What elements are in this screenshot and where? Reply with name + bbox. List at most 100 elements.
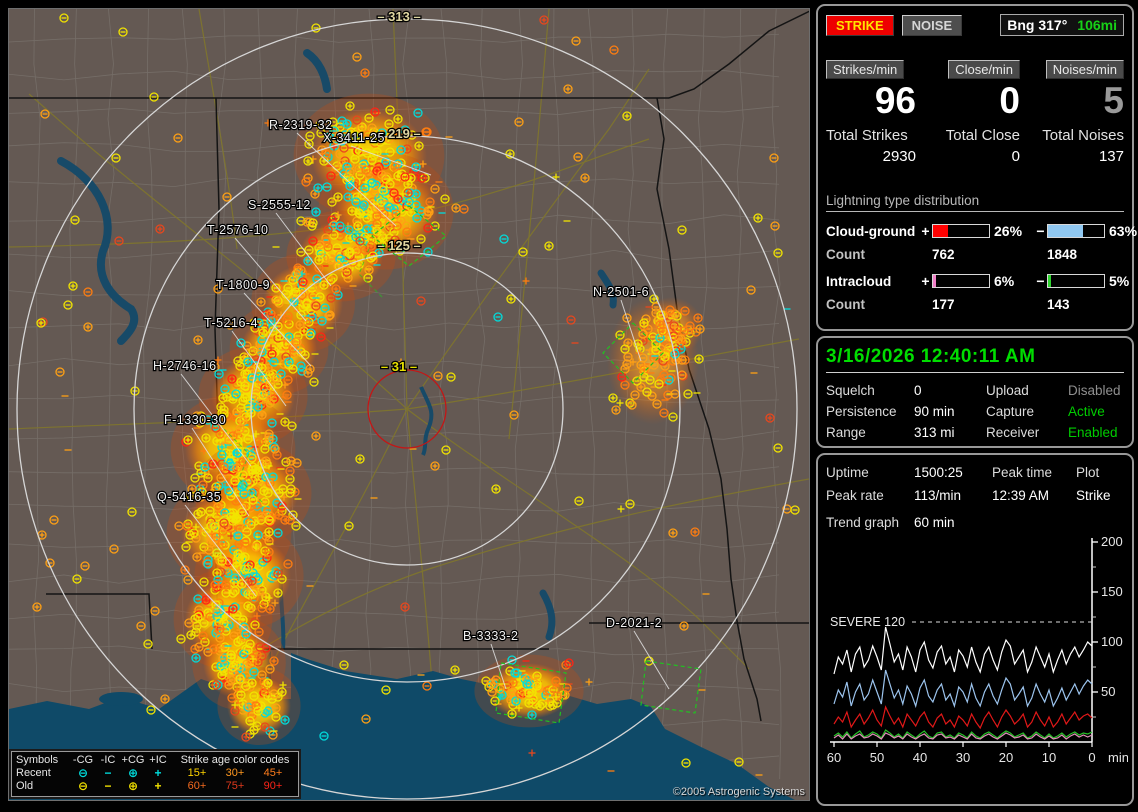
svg-text:150: 150 xyxy=(1101,584,1123,599)
total-noises-value: 137 xyxy=(1098,148,1124,165)
total-close-label: Total Close xyxy=(945,127,1020,144)
range-label: Range xyxy=(826,425,866,440)
legend-row-recent: Recent xyxy=(16,767,51,779)
uptime-value: 1500:25 xyxy=(914,465,963,480)
bearing-distance: 106mi xyxy=(1077,17,1117,33)
squelch-value: 0 xyxy=(914,383,922,398)
ic-plus-pct: 6% xyxy=(994,273,1015,289)
plot-value: Strike xyxy=(1076,488,1111,503)
age-60: 60+ xyxy=(187,780,207,792)
age-30: 30+ xyxy=(225,767,245,779)
age-90: 90+ xyxy=(263,780,283,792)
distribution-title: Lightning type distribution xyxy=(826,193,1124,212)
legend-col-cgm: -CG xyxy=(72,754,94,766)
cg-plus-pct: 26% xyxy=(994,223,1023,239)
peak-rate-label: Peak rate xyxy=(826,488,884,503)
ic-minus-pct: 5% xyxy=(1109,273,1130,289)
svg-text:H-2746-16: H-2746-16 xyxy=(153,359,217,373)
peak-time-value: 12:39 AM xyxy=(992,488,1050,503)
noises-per-min-label[interactable]: Noises/min xyxy=(1045,60,1124,79)
ic-plus-bar xyxy=(932,274,990,288)
plus-sign: + xyxy=(921,273,930,289)
intracloud-label: Intracloud xyxy=(826,273,892,289)
svg-text:60: 60 xyxy=(827,750,841,765)
svg-text:50: 50 xyxy=(1101,684,1115,699)
strike-button[interactable]: STRIKE xyxy=(826,14,894,36)
status-panel: STRIKE NOISE Bng 317° 106mi Strikes/min … xyxy=(816,4,1137,811)
trend-graph-label: Trend graph xyxy=(826,515,900,530)
persistence-value: 90 min xyxy=(914,404,955,419)
squelch-label: Squelch xyxy=(826,383,875,398)
age-45: 45+ xyxy=(263,767,283,779)
legend-col-icm: -IC xyxy=(100,754,116,766)
cg-plus-count: 762 xyxy=(932,247,955,262)
legend-col-cgp: +CG xyxy=(121,754,145,766)
cg-count-row: Count 762 1848 xyxy=(826,247,1124,262)
svg-text:N-2501-6: N-2501-6 xyxy=(593,285,649,299)
cg-minus-recent-icon: ⊖ xyxy=(77,766,89,780)
total-close-value: 0 xyxy=(1011,148,1020,165)
minus-sign: − xyxy=(1036,273,1045,289)
uptime-label: Uptime xyxy=(826,465,869,480)
strike-legend: Symbols -CG -IC +CG +IC Strike age color… xyxy=(9,749,301,799)
ic-count-label: Count xyxy=(826,297,865,312)
copyright-text: ©2005 Astrogenic Systems xyxy=(672,786,805,798)
cg-plus-bar xyxy=(932,224,990,238)
svg-text:min: min xyxy=(1108,750,1128,765)
plot-label: Plot xyxy=(1076,465,1100,480)
svg-text:40: 40 xyxy=(913,750,927,765)
svg-text:T-2576-10: T-2576-10 xyxy=(207,223,268,237)
lightning-map[interactable]: – 313 – – 219 – – 125 – – 31 – R-2319-32 X-34… xyxy=(8,8,810,801)
bearing-value: Bng 317° xyxy=(1007,17,1068,33)
range-value: 313 mi xyxy=(914,425,955,440)
svg-text:200: 200 xyxy=(1101,534,1123,549)
cg-plus-old-icon: ⊕ xyxy=(127,779,139,793)
svg-text:10: 10 xyxy=(1042,750,1056,765)
close-per-min-value: 0 xyxy=(999,80,1020,121)
cg-plus-recent-icon: ⊕ xyxy=(127,766,139,780)
ic-minus-old-icon: − xyxy=(104,779,112,793)
cg-minus-pct: 63% xyxy=(1109,223,1138,239)
ic-minus-count: 143 xyxy=(1047,297,1070,312)
age-15: 15+ xyxy=(187,767,207,779)
svg-text:– 219 –: – 219 – xyxy=(377,126,420,141)
svg-text:SEVERE 120: SEVERE 120 xyxy=(830,615,905,629)
svg-text:Q-5416-35: Q-5416-35 xyxy=(157,490,221,504)
legend-col-icp: +IC xyxy=(149,754,167,766)
total-strikes-label: Total Strikes xyxy=(826,127,908,144)
bearing-readout: Bng 317° 106mi xyxy=(1000,14,1124,36)
counters-box: STRIKE NOISE Bng 317° 106mi Strikes/min … xyxy=(816,4,1137,331)
peak-time-label: Peak time xyxy=(992,465,1053,480)
svg-text:R-2319-32: R-2319-32 xyxy=(269,118,333,132)
svg-text:T-1800-9: T-1800-9 xyxy=(216,278,270,292)
svg-text:– 313 –: – 313 – xyxy=(377,9,420,24)
total-noises-label: Total Noises xyxy=(1042,127,1124,144)
capture-label: Capture xyxy=(986,404,1035,419)
close-per-min-label[interactable]: Close/min xyxy=(948,60,1020,79)
svg-text:0: 0 xyxy=(1088,750,1095,765)
receiver-label: Receiver xyxy=(986,425,1040,440)
noise-button[interactable]: NOISE xyxy=(901,14,963,36)
legend-row-old: Old xyxy=(16,780,34,792)
strikes-per-min-value: 96 xyxy=(874,80,916,121)
receiver-value: Enabled xyxy=(1068,425,1118,440)
svg-text:20: 20 xyxy=(999,750,1013,765)
cloud-ground-label: Cloud-ground xyxy=(826,223,916,239)
cg-minus-bar xyxy=(1047,224,1105,238)
upload-label: Upload xyxy=(986,383,1029,398)
svg-text:S-2555-12: S-2555-12 xyxy=(248,198,311,212)
svg-text:30: 30 xyxy=(956,750,970,765)
intracloud-row: Intracloud + 6% − 5% xyxy=(826,273,1129,289)
legend-symbols-title: Symbols xyxy=(16,754,59,766)
svg-text:– 31 –: – 31 – xyxy=(381,359,417,374)
strikes-per-min-label[interactable]: Strikes/min xyxy=(826,60,905,79)
svg-text:D-2021-2: D-2021-2 xyxy=(606,616,662,630)
map-canvas[interactable]: – 313 –– 219 –– 125 –– 31 –R-2319-32X-34… xyxy=(9,9,809,800)
upload-value: Disabled xyxy=(1068,383,1121,398)
legend-age-title: Strike age color codes xyxy=(180,754,290,766)
peak-rate-value: 113/min xyxy=(914,488,962,503)
datetime-display: 3/16/2026 12:40:11 AM xyxy=(826,346,1124,373)
system-status-box: 3/16/2026 12:40:11 AM Squelch 0 Upload D… xyxy=(816,336,1134,448)
